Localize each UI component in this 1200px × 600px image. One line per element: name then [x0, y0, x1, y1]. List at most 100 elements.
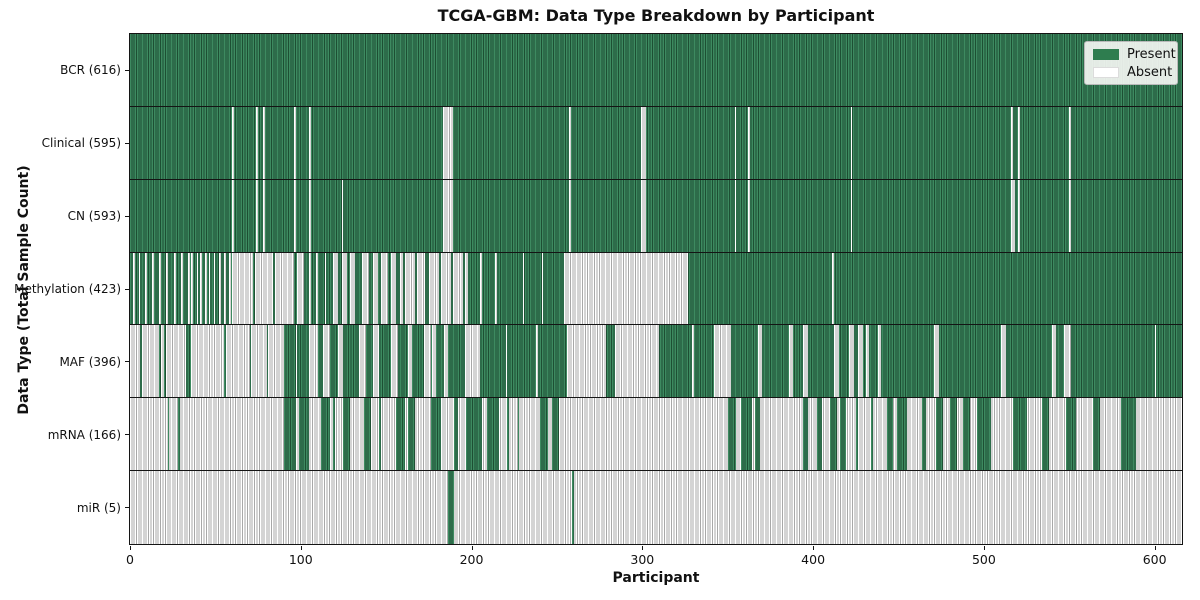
present-segment	[949, 398, 957, 471]
absent-segment	[191, 252, 194, 325]
y-tick-mark	[125, 288, 129, 290]
legend-label-present: Present	[1127, 47, 1176, 62]
row-label-cn: CN (593)	[67, 209, 121, 224]
absent-segment	[138, 252, 141, 325]
absent-segment	[256, 179, 259, 252]
absent-segment	[640, 179, 646, 252]
absent-segment	[181, 252, 183, 325]
row-band-bcr	[130, 34, 1182, 107]
absent-segment	[133, 252, 136, 325]
present-segment	[871, 398, 873, 471]
absent-segment	[464, 252, 469, 325]
present-segment	[539, 398, 549, 471]
absent-segment	[714, 325, 732, 398]
x-tick-mark	[813, 546, 815, 550]
absent-segment	[464, 325, 481, 398]
present-segment	[727, 398, 737, 471]
y-axis-label: Data Type (Total Sample Count)	[16, 165, 32, 415]
absent-segment	[691, 325, 694, 398]
absent-segment	[505, 325, 508, 398]
x-tick-label: 300	[630, 552, 655, 567]
absent-segment	[802, 325, 808, 398]
absent-segment	[1011, 106, 1013, 179]
absent-segment	[857, 325, 863, 398]
y-tick-mark	[125, 142, 129, 144]
absent-segment	[866, 325, 870, 398]
x-tick-label: 600	[1142, 552, 1167, 567]
present-segment	[741, 398, 752, 471]
present-segment	[343, 398, 351, 471]
absent-segment	[341, 252, 347, 325]
row-label-clinical: Clinical (595)	[41, 136, 121, 151]
absent-segment	[878, 325, 882, 398]
absent-segment	[322, 325, 330, 398]
present-segment	[1120, 398, 1136, 471]
present-segment	[963, 398, 971, 471]
absent-segment	[160, 325, 165, 398]
row-label-bcr: BCR (616)	[60, 63, 121, 78]
absent-segment	[208, 252, 211, 325]
absent-segment	[452, 252, 463, 325]
x-axis-label: Participant	[612, 570, 700, 586]
present-segment	[177, 398, 180, 471]
present-segment	[855, 398, 858, 471]
x-tick-label: 400	[801, 552, 826, 567]
x-tick-label: 200	[459, 552, 484, 567]
absent-segment	[568, 179, 571, 252]
plot-area	[129, 33, 1183, 545]
absent-segment	[232, 106, 235, 179]
absent-segment	[444, 325, 448, 398]
absent-segment	[200, 252, 202, 325]
absent-segment	[309, 325, 318, 398]
absent-segment	[309, 106, 312, 179]
y-tick-mark	[125, 434, 129, 436]
absent-segment	[293, 106, 296, 179]
present-segment	[1041, 398, 1049, 471]
row-band-clinical	[130, 106, 1182, 180]
absent-segment	[789, 325, 793, 398]
absent-segment	[391, 325, 399, 398]
absent-segment	[833, 325, 839, 398]
x-tick-label: 100	[288, 552, 313, 567]
x-tick-mark	[642, 546, 644, 550]
absent-segment	[254, 252, 274, 325]
absent-segment	[152, 252, 154, 325]
absent-segment	[522, 252, 525, 325]
absent-segment	[1064, 325, 1071, 398]
absent-segment	[188, 252, 190, 325]
absent-segment	[423, 325, 431, 398]
y-tick-mark	[125, 69, 129, 71]
present-segment	[430, 398, 441, 471]
present-segment	[447, 471, 455, 544]
present-swatch-icon	[1093, 49, 1119, 60]
absent-segment	[338, 325, 344, 398]
absent-segment	[263, 179, 265, 252]
absent-segment	[934, 325, 940, 398]
legend-label-absent: Absent	[1127, 65, 1173, 80]
present-segment	[507, 398, 510, 471]
absent-segment	[748, 106, 750, 179]
absent-segment	[251, 325, 267, 398]
present-segment	[816, 398, 822, 471]
row-band-mrna	[130, 398, 1182, 472]
absent-segment	[130, 325, 141, 398]
present-segment	[321, 398, 330, 471]
absent-segment	[404, 252, 416, 325]
absent-segment	[442, 106, 453, 179]
absent-segment	[362, 252, 370, 325]
present-segment	[333, 398, 335, 471]
absent-segment	[568, 106, 571, 179]
absent-segment	[229, 252, 231, 325]
absent-segment	[640, 106, 646, 179]
present-segment	[936, 398, 943, 471]
absent-segment	[145, 252, 148, 325]
x-tick-mark	[983, 546, 985, 550]
absent-segment	[734, 179, 737, 252]
absent-segment	[165, 325, 187, 398]
absent-segment	[1052, 325, 1056, 398]
present-segment	[486, 398, 499, 471]
x-tick-label: 0	[126, 552, 134, 567]
row-label-mir: miR (5)	[76, 500, 121, 515]
present-segment	[363, 398, 371, 471]
absent-segment	[432, 325, 436, 398]
